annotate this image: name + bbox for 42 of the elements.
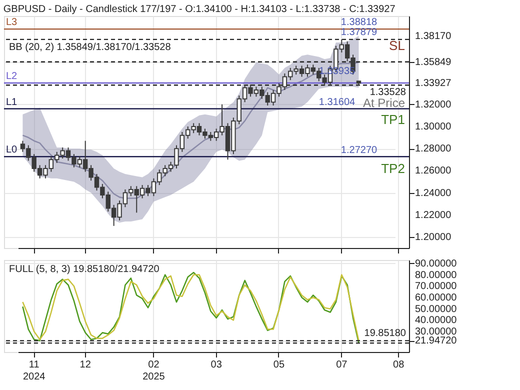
y-tick-label: 1.28000 bbox=[415, 144, 452, 155]
annotation: TP2 bbox=[381, 161, 405, 176]
y-tick-label: 90.00000 bbox=[415, 258, 458, 270]
annotation: 1.37879 bbox=[340, 27, 378, 38]
annotation: SL bbox=[389, 38, 405, 53]
annotation: TP1 bbox=[381, 112, 405, 127]
y-tick-label: 1.30000 bbox=[415, 121, 452, 132]
y-tick-label: 1.20000 bbox=[415, 232, 452, 243]
y-tick-label: 40.00000 bbox=[415, 315, 458, 326]
ref-line-label: L3 bbox=[6, 17, 18, 28]
y-tick-label: 1.26000 bbox=[415, 166, 452, 177]
x-tick-label: 12 bbox=[80, 360, 92, 370]
annotation: BB (20, 2) 1.35849/1.38170/1.33528 bbox=[9, 42, 172, 53]
annotation: 1.31604 bbox=[318, 97, 356, 108]
x-tick-label: 02 2025 bbox=[142, 360, 166, 382]
annotation: 1.27270 bbox=[340, 145, 378, 156]
x-tick-label: 03 bbox=[210, 360, 222, 370]
chart-title: GBPUSD - Daily - Candlestick 177/197 - O:1.34100 - H:1.34103 - L:1.33738 - C:1.33927 bbox=[3, 4, 396, 15]
y-tick-label: 60.00000 bbox=[415, 292, 458, 304]
y-tick-label: 1.24000 bbox=[415, 188, 452, 199]
y-tick-label: 1.22000 bbox=[415, 210, 452, 221]
ref-line-label: L1 bbox=[6, 96, 18, 108]
annotation: At Price bbox=[362, 96, 406, 110]
x-tick-label: 07 bbox=[336, 360, 348, 370]
y-tick-label: 30.00000 bbox=[415, 326, 458, 338]
y-tick-label: 80.00000 bbox=[415, 270, 458, 281]
ref-line-label: L2 bbox=[6, 71, 18, 82]
ref-line-label: L0 bbox=[6, 144, 18, 156]
y-tick-label: 1.35849 bbox=[415, 56, 452, 68]
y-tick-label: 50.00000 bbox=[415, 304, 458, 315]
annotation: FULL (5, 8, 3) 19.85180/21.94720 bbox=[9, 264, 160, 275]
y-tick-label: 70.00000 bbox=[415, 281, 458, 292]
annotation: 1.33528 bbox=[370, 87, 406, 98]
y-tick-label: 1.33927 bbox=[415, 78, 452, 90]
y-tick-label: 21.94720 bbox=[415, 336, 458, 347]
y-tick-label: 1.32000 bbox=[415, 99, 452, 110]
x-tick-label: 08 bbox=[393, 360, 405, 370]
y-tick-label: 1.38170 bbox=[415, 31, 452, 42]
annotation: 19.85180 bbox=[364, 328, 406, 339]
x-tick-label: 05 bbox=[273, 360, 285, 370]
x-tick-label: 11 2024 bbox=[22, 360, 46, 382]
annotation: 1.38818 bbox=[340, 17, 378, 28]
